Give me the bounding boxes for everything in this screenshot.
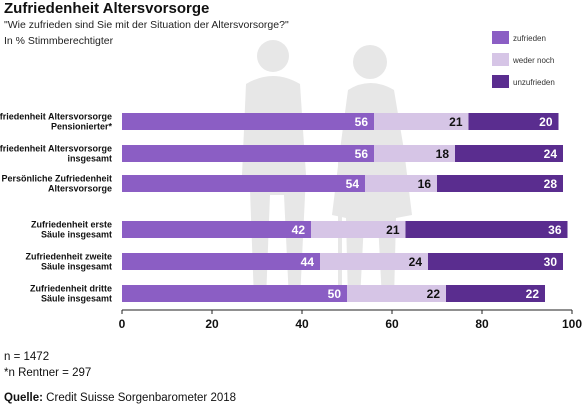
bar-unzufrieden-5 [446,285,545,302]
bar-unzufrieden-4 [428,253,563,270]
category-label-line1: Zufriedenheit erste [31,220,112,230]
legend-swatch-unzufrieden [492,75,509,88]
data-label-unzufrieden-4: 30 [544,255,558,269]
x-tick-label-5: 100 [562,317,582,331]
stacked-bar-chart: 56 21 20 56 18 24 54 16 28 42 21 36 44 24 30 50 22 22 Zuf… [0,31,582,331]
data-label-weder-noch-2: 16 [418,177,432,191]
data-label-weder-noch-3: 21 [386,223,400,237]
woman-head-shape [353,45,387,79]
sample-size-total: n = 1472 [4,351,50,363]
bar-weder-noch-2 [365,175,437,192]
bar-weder-noch-4 [320,253,428,270]
category-labels: Zufriedenheit Altersvorsorge Pensionierte… [0,112,112,304]
data-label-unzufrieden-5: 22 [526,287,540,301]
category-label-line1: Zufriedenheit Altersvorsorge [0,144,112,154]
data-label-zufrieden-2: 54 [346,177,360,191]
category-label-line1: Persönliche Zufriedenheit [1,174,112,184]
bar-zufrieden-2 [122,175,365,192]
data-label-zufrieden-3: 42 [292,223,306,237]
data-label-weder-noch-1: 18 [436,147,450,161]
data-label-unzufrieden-2: 28 [544,177,558,191]
legend-label-zufrieden: zufrieden [513,34,546,43]
bar-unzufrieden-1 [455,145,563,162]
category-label-3: Zufriedenheit erste Säule insgesamt [31,220,112,240]
category-label-2: Persönliche Zufriedenheit Altersvorsorge [1,174,112,194]
data-label-unzufrieden-0: 20 [539,115,553,129]
legend-swatch-zufrieden [492,31,509,44]
bar-weder-noch-5 [347,285,446,302]
data-label-weder-noch-4: 24 [409,255,423,269]
bar-weder-noch-0 [374,113,469,130]
bar-unzufrieden-2 [437,175,563,192]
category-label-0: Zufriedenheit Altersvorsorge Pensionierte… [0,112,112,132]
category-label-line2: Säule insgesamt [41,230,112,240]
category-label-line2: insgesamt [67,154,112,164]
chart-subtitle: "Wie zufrieden sind Sie mit der Situatio… [4,19,289,31]
category-label-line1: Zufriedenheit Altersvorsorge [0,112,112,122]
bar-zufrieden-1 [122,145,374,162]
bar-weder-noch-1 [374,145,455,162]
source-text: Credit Suisse Sorgenbarometer 2018 [42,392,237,404]
data-label-zufrieden-0: 56 [355,115,369,129]
bar-zufrieden-0 [122,113,374,130]
source-label: Quelle: [4,392,43,404]
data-label-zufrieden-4: 44 [301,255,315,269]
man-head-shape [257,40,289,72]
bar-unzufrieden-0 [468,113,559,130]
x-axis: 0 20 40 60 80 100 [119,309,582,331]
legend-label-unzufrieden: unzufrieden [513,78,555,87]
category-label-1: Zufriedenheit Altersvorsorge insgesamt [0,144,112,164]
category-label-5: Zufriedenheit dritte Säule insgesamt [30,284,112,304]
category-label-line1: Zufriedenheit zweite [25,252,112,262]
x-tick-label-4: 80 [475,317,489,331]
bar-zufrieden-3 [122,221,311,238]
category-label-line1: Zufriedenheit dritte [30,284,112,294]
category-label-line2: Säule insgesamt [41,262,112,272]
data-label-zufrieden-1: 56 [355,147,369,161]
x-tick-label-0: 0 [119,317,126,331]
bar-unzufrieden-3 [405,221,568,238]
x-tick-label-3: 60 [385,317,399,331]
category-label-4: Zufriedenheit zweite Säule insgesamt [25,252,112,272]
legend-label-weder-noch: weder noch [512,56,554,65]
bars-layer: 56 21 20 56 18 24 54 16 28 42 21 36 44 24 30 50 22 22 [122,113,568,302]
legend-swatch-weder-noch [492,53,509,66]
bar-zufrieden-4 [122,253,320,270]
category-label-line2: Pensionierter* [51,122,113,132]
x-tick-label-2: 40 [295,317,309,331]
data-label-weder-noch-5: 22 [427,287,441,301]
chart-unit: In % Stimmberechtigter [4,35,114,47]
data-label-weder-noch-0: 21 [449,115,463,129]
data-label-unzufrieden-3: 36 [548,223,562,237]
sample-size-rentner: *n Rentner = 297 [4,367,92,379]
category-label-line2: Altersvorsorge [48,184,112,194]
legend: zufrieden weder noch unzufrieden [492,31,555,88]
x-tick-label-1: 20 [205,317,219,331]
bar-zufrieden-5 [122,285,347,302]
data-label-zufrieden-5: 50 [328,287,342,301]
source-line: Quelle: Credit Suisse Sorgenbarometer 20… [4,392,236,404]
data-label-unzufrieden-1: 24 [544,147,558,161]
bar-weder-noch-3 [311,221,406,238]
category-label-line2: Säule insgesamt [41,294,112,304]
chart-title: Zufriedenheit Altersvorsorge [4,0,210,17]
